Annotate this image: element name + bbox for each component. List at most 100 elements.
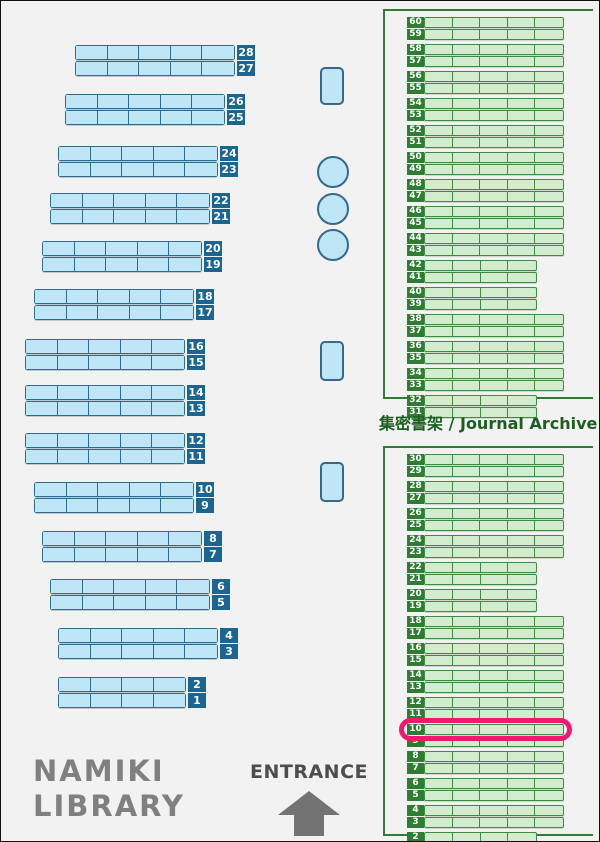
archive-row-bar[interactable]: [424, 643, 564, 654]
shelf-number-tag[interactable]: 26: [227, 94, 245, 109]
archive-row-bar[interactable]: [424, 380, 564, 391]
archive-row[interactable]: 54: [407, 98, 564, 109]
archive-row[interactable]: 33: [407, 380, 564, 391]
archive-row-bar[interactable]: [424, 287, 537, 298]
shelf-number-tag[interactable]: 4: [220, 628, 238, 643]
archive-row-bar[interactable]: [424, 206, 564, 217]
archive-row-bar[interactable]: [424, 191, 564, 202]
archive-row-bar[interactable]: [424, 326, 564, 337]
archive-row[interactable]: 57: [407, 56, 564, 67]
archive-row-tag[interactable]: 22: [407, 562, 424, 573]
shelf-row[interactable]: [25, 339, 185, 354]
archive-row-tag[interactable]: 48: [407, 179, 424, 190]
archive-row-bar[interactable]: [424, 508, 564, 519]
shelf-row[interactable]: [25, 385, 185, 400]
archive-row-bar[interactable]: [424, 601, 537, 612]
shelf-number-tag[interactable]: 19: [204, 257, 222, 272]
archive-row-tag[interactable]: 51: [407, 137, 424, 148]
archive-row-tag[interactable]: 46: [407, 206, 424, 217]
shelf-number-tag[interactable]: 20: [204, 241, 222, 256]
archive-row-bar[interactable]: [424, 368, 564, 379]
archive-row-tag[interactable]: 35: [407, 353, 424, 364]
archive-row-bar[interactable]: [424, 520, 564, 531]
shelf-number-tag[interactable]: 27: [237, 61, 255, 76]
archive-row-tag[interactable]: 45: [407, 218, 424, 229]
archive-row-tag[interactable]: 15: [407, 655, 424, 666]
archive-row-bar[interactable]: [424, 44, 564, 55]
archive-row-bar[interactable]: [424, 616, 564, 627]
archive-row-tag[interactable]: 43: [407, 245, 424, 256]
archive-row-bar[interactable]: [424, 71, 564, 82]
archive-row-tag[interactable]: 11: [407, 709, 424, 720]
archive-row-bar[interactable]: [424, 778, 564, 789]
study-carrel-1[interactable]: [320, 67, 344, 105]
archive-row[interactable]: 23: [407, 547, 564, 558]
archive-row-tag[interactable]: 23: [407, 547, 424, 558]
archive-row[interactable]: 58: [407, 44, 564, 55]
archive-row-bar[interactable]: [424, 655, 564, 666]
shelf-pair[interactable]: 22 21: [50, 193, 230, 224]
archive-row-tag[interactable]: 8: [407, 751, 424, 762]
archive-row-bar[interactable]: [424, 218, 564, 229]
shelf-number-tag[interactable]: 11: [187, 449, 205, 464]
archive-row-bar[interactable]: [424, 395, 537, 406]
archive-row[interactable]: 15: [407, 655, 564, 666]
archive-row[interactable]: 49: [407, 164, 564, 175]
archive-row-bar[interactable]: [424, 353, 564, 364]
shelf-number-tag[interactable]: 1: [188, 693, 206, 708]
archive-row-bar[interactable]: [424, 17, 564, 28]
archive-row-bar[interactable]: [424, 164, 564, 175]
shelf-pair[interactable]: 14 13: [25, 385, 205, 416]
shelf-row[interactable]: [50, 579, 210, 594]
round-table-1[interactable]: [317, 156, 349, 188]
archive-row[interactable]: 11: [407, 709, 564, 720]
archive-row-tag[interactable]: 6: [407, 778, 424, 789]
shelf-pair[interactable]: 20 19: [42, 241, 222, 272]
archive-row-tag[interactable]: 5: [407, 790, 424, 801]
archive-row-bar[interactable]: [424, 29, 564, 40]
shelf-row[interactable]: [25, 355, 185, 370]
archive-row-bar[interactable]: [424, 736, 564, 747]
archive-row-tag[interactable]: 26: [407, 508, 424, 519]
archive-row-bar[interactable]: [424, 682, 564, 693]
shelf-pair[interactable]: 12 11: [25, 433, 205, 464]
archive-row[interactable]: 46: [407, 206, 564, 217]
archive-row-tag[interactable]: 17: [407, 628, 424, 639]
archive-row[interactable]: 35: [407, 353, 564, 364]
archive-row[interactable]: 19: [407, 601, 564, 612]
shelf-number-tag[interactable]: 15: [187, 355, 205, 370]
shelf-number-tag[interactable]: 16: [187, 339, 205, 354]
archive-row-tag[interactable]: 28: [407, 481, 424, 492]
shelf-row[interactable]: [34, 498, 194, 513]
archive-row-tag[interactable]: 55: [407, 83, 424, 94]
archive-row-tag[interactable]: 58: [407, 44, 424, 55]
archive-row[interactable]: 34: [407, 368, 564, 379]
shelf-row[interactable]: [58, 644, 218, 659]
archive-row[interactable]: 26: [407, 508, 564, 519]
archive-row[interactable]: 43: [407, 245, 564, 256]
archive-row[interactable]: 7: [407, 763, 564, 774]
shelf-row[interactable]: [34, 305, 194, 320]
archive-row-tag[interactable]: 56: [407, 71, 424, 82]
shelf-row[interactable]: [25, 449, 185, 464]
shelf-row[interactable]: [25, 433, 185, 448]
shelf-row[interactable]: [58, 146, 218, 161]
archive-row[interactable]: 21: [407, 574, 564, 585]
archive-row[interactable]: 42: [407, 260, 564, 271]
archive-row-bar[interactable]: [424, 179, 564, 190]
archive-row-bar[interactable]: [424, 407, 537, 418]
shelf-row[interactable]: [42, 241, 202, 256]
archive-row[interactable]: 36: [407, 341, 564, 352]
archive-row-tag[interactable]: 50: [407, 152, 424, 163]
study-carrel-3[interactable]: [320, 462, 344, 502]
archive-row-bar[interactable]: [424, 832, 537, 841]
archive-row-tag[interactable]: 39: [407, 299, 424, 310]
archive-row[interactable]: 31: [407, 407, 564, 418]
archive-row-bar[interactable]: [424, 125, 564, 136]
archive-row-bar[interactable]: [424, 493, 564, 504]
shelf-pair[interactable]: 24 23: [58, 146, 238, 177]
shelf-number-tag[interactable]: 22: [212, 193, 230, 208]
archive-row[interactable]: 60: [407, 17, 564, 28]
